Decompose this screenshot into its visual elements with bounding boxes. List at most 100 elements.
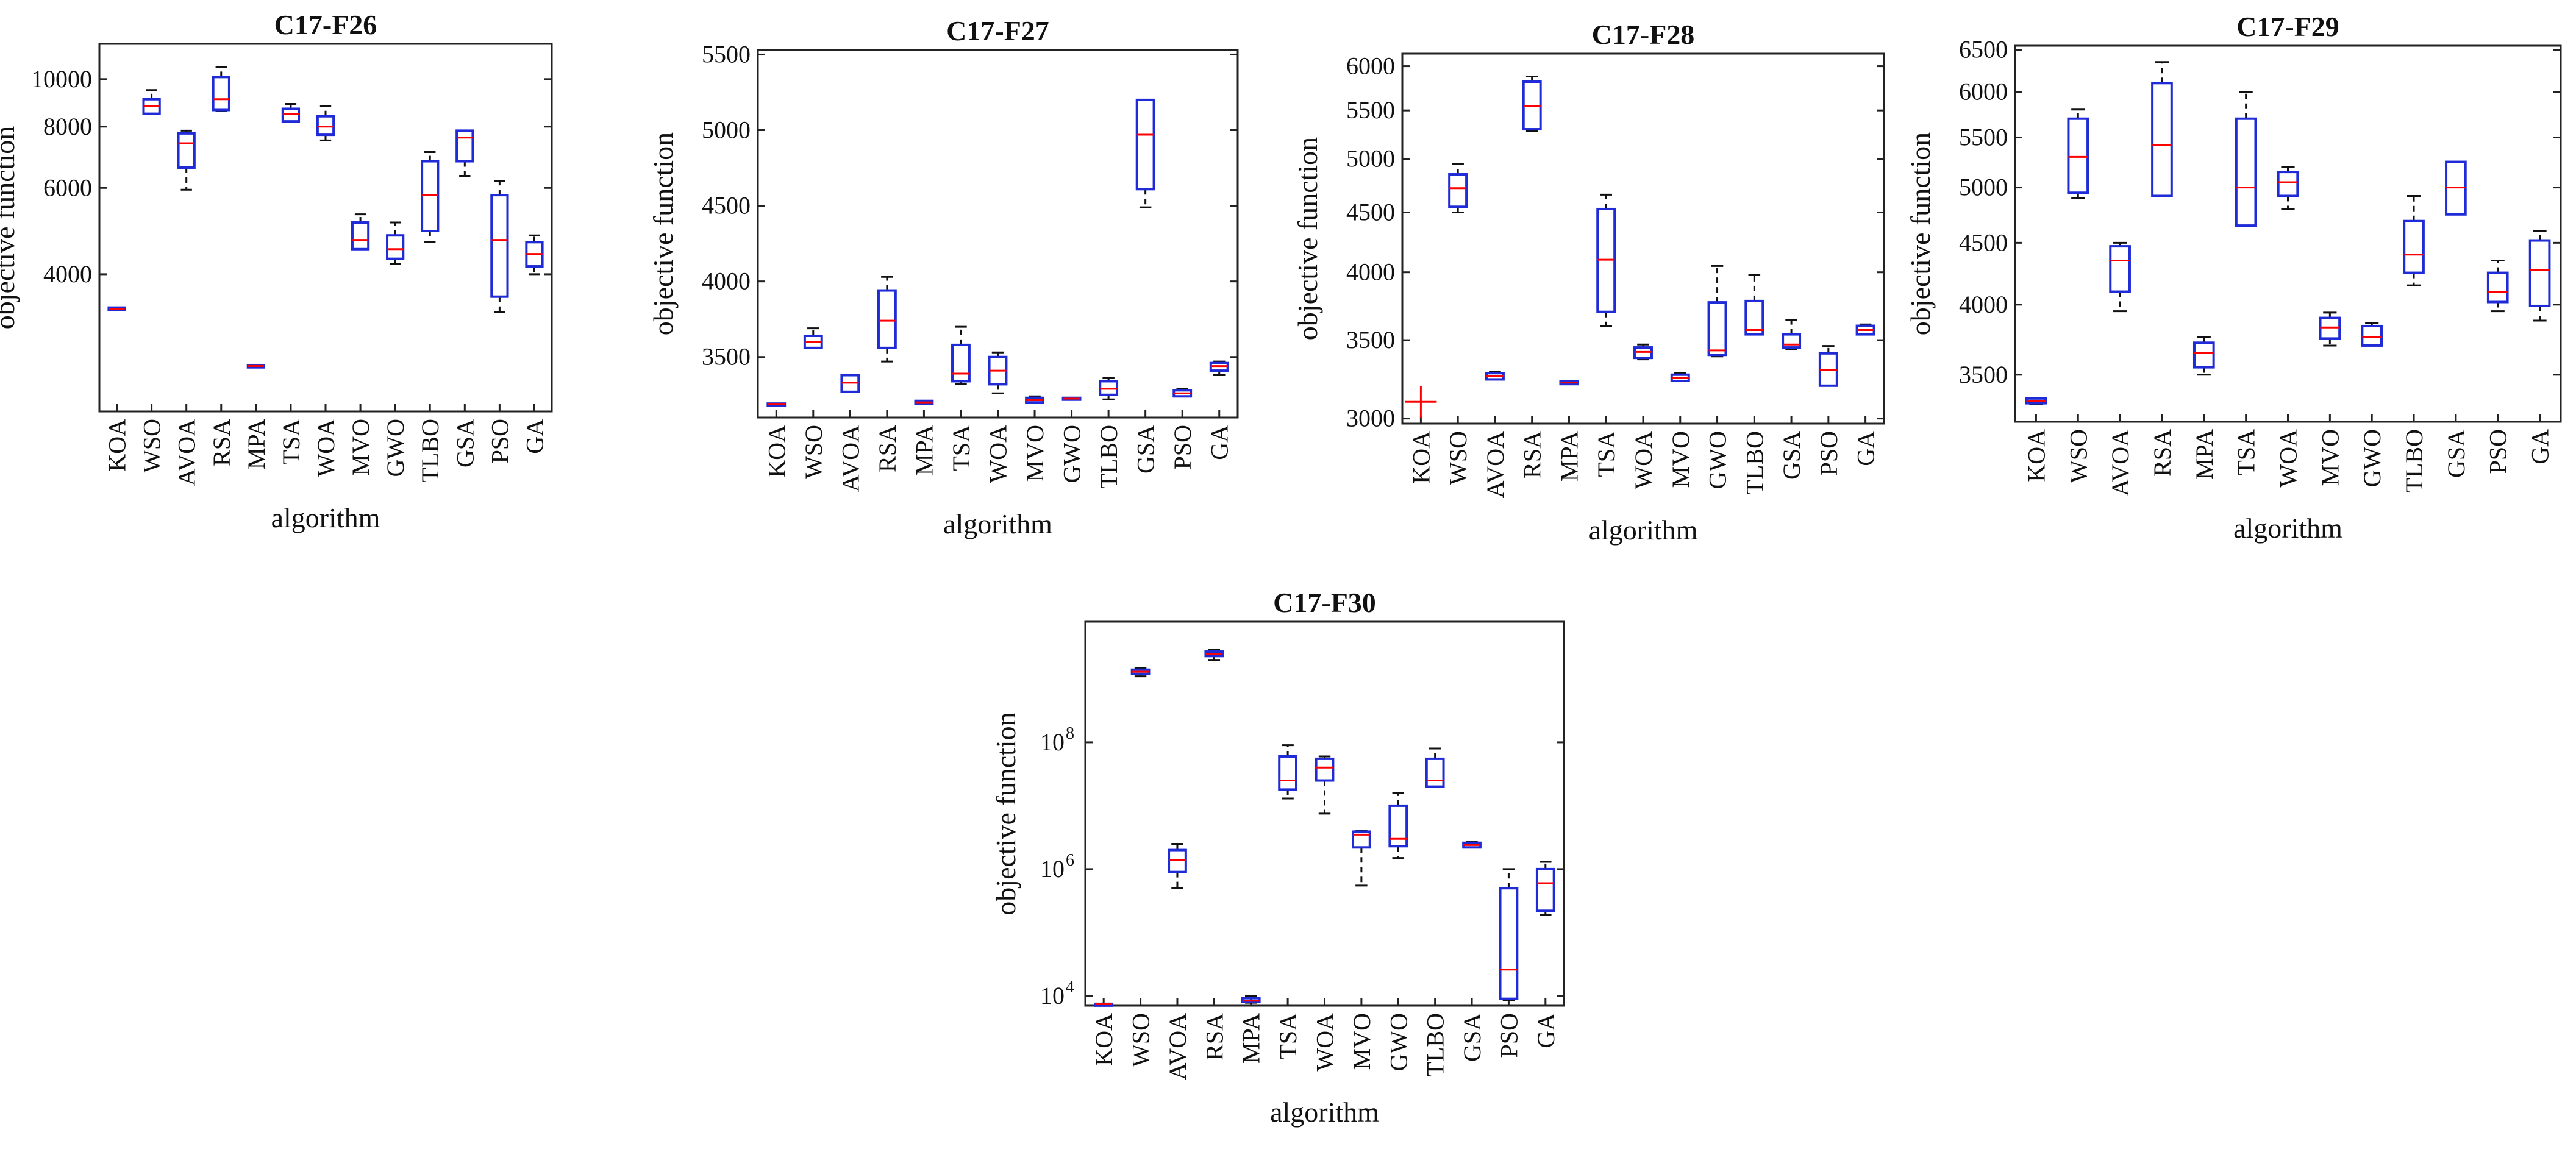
box-rsa (2151, 61, 2173, 197)
box-iqr (2151, 82, 2173, 197)
box-avoa (1485, 371, 1505, 381)
x-tick-label-mvo: MVO (2316, 429, 2344, 486)
box-gwo (2361, 322, 2383, 347)
y-tick-label: 5500 (1346, 96, 1395, 124)
box-wso (1448, 163, 1468, 213)
box-woa (1315, 755, 1335, 815)
box-iqr (1278, 755, 1298, 791)
x-tick-label-avoa: AVOA (1482, 431, 1509, 499)
y-tick-label: 3000 (1346, 405, 1395, 432)
box-iqr (212, 76, 230, 112)
box-mpa (1559, 380, 1579, 386)
box-iqr (1707, 301, 1727, 357)
y-tick-label: 3500 (1959, 361, 2008, 388)
y-axis-label: objective function (1292, 137, 1323, 340)
box-mvo (2319, 311, 2341, 347)
box-tlbo (1099, 377, 1119, 400)
chart-title: C17-F26 (274, 9, 377, 40)
x-tick-label-ga: GA (1852, 431, 1880, 466)
y-tick-label: 3500 (702, 343, 751, 371)
x-axis-label: algorithm (271, 502, 380, 533)
x-tick-label-gwo: GWO (1058, 425, 1086, 483)
x-tick-label-tlbo: TLBO (1422, 1013, 1449, 1076)
y-axis-label: objective function (1905, 132, 1936, 335)
chart-panel-c17-f28: C17-F28 3000 3500 4000 4500 5000 5500 6000 objec… (1292, 19, 1885, 546)
y-tick-label: 5000 (1959, 174, 2008, 201)
box-iqr (2067, 117, 2089, 194)
box-gsa (1462, 841, 1482, 849)
box-avoa (2109, 241, 2131, 313)
x-tick-label-avoa: AVOA (173, 419, 201, 486)
box-rsa (212, 65, 230, 113)
x-tick-label-tsa: TSA (1593, 431, 1620, 477)
y-tick-label: 4500 (1346, 198, 1395, 226)
box-tsa (1278, 744, 1298, 800)
box-woa (316, 105, 335, 141)
x-tick-label-avoa: AVOA (2107, 429, 2134, 497)
x-tick-label-rsa: RSA (1201, 1013, 1228, 1061)
y-tick-label: 10 (1040, 982, 1065, 1009)
box-tsa (281, 103, 301, 123)
box-ga (1535, 861, 1555, 916)
y-tick-label: 8000 (43, 113, 92, 140)
x-tick-label-mpa: MPA (1238, 1013, 1265, 1064)
y-tick-label: 4000 (43, 260, 92, 288)
chart-panel-c17-f27: C17-F27 3500 4000 4500 5000 5500 objective fun… (648, 15, 1239, 539)
box-avoa (1168, 843, 1187, 889)
box-iqr (316, 115, 335, 137)
x-tick-label-gsa: GSA (1458, 1013, 1486, 1062)
box-iqr (351, 221, 370, 251)
y-tick-label: 3500 (1346, 326, 1395, 354)
box-iqr (1388, 804, 1408, 848)
chart-title: C17-F28 (1592, 19, 1695, 50)
x-axis-label: algorithm (1589, 514, 1698, 546)
x-tick-label-tsa: TSA (1274, 1013, 1302, 1059)
box-iqr (2192, 341, 2215, 369)
box-pso (2486, 260, 2509, 313)
x-tick-label-mvo: MVO (347, 419, 374, 475)
box-koa (1094, 1002, 1114, 1007)
box-gwo (386, 221, 405, 265)
box-iqr (2528, 239, 2551, 307)
box-koa (1405, 386, 1437, 418)
x-tick-label-gwo: GWO (382, 419, 409, 477)
chart-title: C17-F30 (1273, 587, 1376, 618)
box-woa (988, 351, 1008, 394)
box-ga (2528, 230, 2551, 322)
y-axis-label: objective function (0, 126, 20, 329)
box-tlbo (1744, 274, 1764, 336)
box-wso (2067, 108, 2089, 199)
x-tick-label-wso: WSO (138, 419, 166, 473)
x-tick-label-rsa: RSA (208, 419, 235, 466)
box-tsa (1596, 193, 1616, 327)
y-tick-label: 6000 (43, 174, 92, 201)
x-tick-label-mpa: MPA (243, 419, 270, 469)
box-iqr (1315, 757, 1335, 782)
x-tick-label-koa: KOA (1090, 1013, 1118, 1066)
box-gwo (1061, 396, 1082, 401)
y-tick-label: 10 (1040, 855, 1065, 883)
box-mvo (1025, 395, 1044, 404)
x-tick-label-gwo: GWO (2358, 429, 2386, 488)
box-gsa (2445, 160, 2467, 216)
box-iqr (2486, 271, 2509, 304)
box-mpa (1241, 995, 1261, 1004)
y-tick-label: 6000 (1346, 52, 1395, 80)
box-iqr (2277, 171, 2299, 197)
x-tick-label-wso: WSO (1127, 1013, 1155, 1067)
x-tick-label-tsa: TSA (277, 419, 305, 465)
box-iqr (877, 289, 897, 349)
x-tick-label-gwo: GWO (1385, 1013, 1412, 1072)
y-tick-label: 6000 (1959, 78, 2008, 105)
box-iqr (1448, 173, 1468, 208)
box-iqr (386, 234, 405, 260)
x-tick-label-woa: WOA (2275, 429, 2302, 488)
x-tick-label-mpa: MPA (910, 425, 938, 475)
box-iqr (455, 129, 474, 163)
chart-panel-c17-f29: C17-F29 3500 4000 4500 5000 5500 6000 6500 objec… (1905, 11, 2562, 544)
box-mpa (246, 364, 265, 369)
box-ga (1855, 323, 1875, 336)
y-tick-exponent: 4 (1066, 978, 1074, 997)
box-mvo (1670, 372, 1690, 383)
